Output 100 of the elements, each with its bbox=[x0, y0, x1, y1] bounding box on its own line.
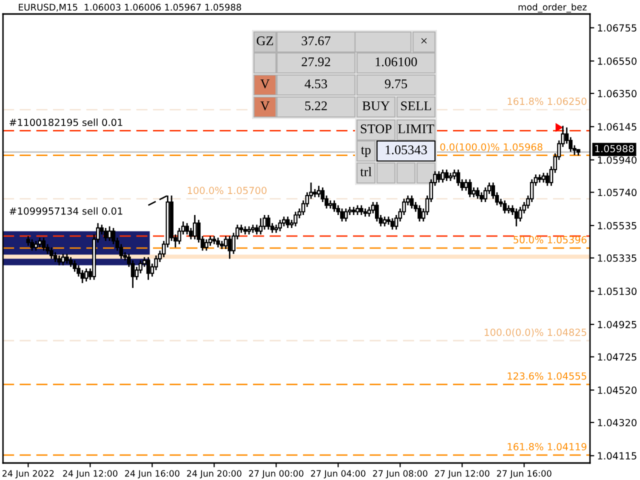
candlestick bbox=[456, 168, 460, 187]
x-tick-label: 27 Jun 16:00 bbox=[496, 470, 552, 478]
candlestick bbox=[108, 226, 112, 242]
candlestick bbox=[316, 185, 321, 198]
annotation: 1.05343 bbox=[386, 145, 427, 154]
candlestick bbox=[50, 246, 54, 260]
candlestick bbox=[254, 224, 259, 236]
text: mod_order_bez bbox=[518, 4, 587, 12]
y-tick-label: 1.04320 bbox=[598, 418, 637, 426]
candlestick bbox=[228, 235, 232, 260]
y-tick-label: 1.05740 bbox=[598, 188, 637, 196]
candlestick bbox=[146, 256, 150, 281]
candlestick bbox=[258, 218, 263, 236]
ref-line-label: 50.0% 1.05396 bbox=[514, 236, 586, 244]
ref-line-label: 0.0(100.0)% 1.05968 bbox=[440, 143, 542, 152]
candlestick bbox=[216, 236, 220, 248]
y-tick-label: 1.04925 bbox=[598, 320, 636, 328]
annotation: BUY bbox=[362, 102, 390, 110]
y-tick-label: 1.05335 bbox=[598, 254, 636, 262]
x-tick-label: 27 Jun 12:00 bbox=[434, 470, 490, 478]
candlestick bbox=[374, 201, 379, 222]
annotation: LIMIT bbox=[398, 124, 434, 134]
annotation: 37.67 bbox=[302, 36, 330, 46]
ref-line-label: #1099957134 sell 0.01 bbox=[10, 207, 122, 215]
candlestick bbox=[282, 216, 286, 228]
candlestick bbox=[34, 240, 38, 252]
candlestick bbox=[359, 204, 364, 216]
candlestick bbox=[367, 206, 372, 218]
candlestick bbox=[80, 269, 84, 284]
candlestick bbox=[192, 214, 197, 240]
x-tick-label: 27 Jun 04:00 bbox=[311, 470, 366, 478]
candlestick bbox=[483, 186, 488, 203]
candlestick bbox=[464, 178, 468, 192]
candlestick bbox=[382, 216, 387, 228]
candlestick bbox=[476, 186, 480, 200]
annotation: V bbox=[260, 102, 270, 110]
annotation: 9.75 bbox=[384, 79, 408, 88]
x-tick-label: 27 Jun 00:00 bbox=[249, 470, 304, 478]
ref-line-label: 161.8% 1.06250 bbox=[508, 98, 586, 105]
candlestick bbox=[185, 222, 189, 236]
candlestick bbox=[53, 252, 58, 263]
candlestick bbox=[518, 206, 522, 222]
annotation: × bbox=[421, 38, 427, 44]
annotation: STOP bbox=[360, 124, 392, 134]
y-tick-label: 1.05130 bbox=[598, 288, 637, 296]
annotation: trl bbox=[360, 167, 372, 176]
candlestick bbox=[224, 235, 228, 250]
ref-line-label: 100.0% 1.05700 bbox=[188, 186, 267, 194]
candlestick bbox=[356, 204, 360, 216]
candlestick bbox=[444, 168, 449, 182]
candlestick bbox=[390, 218, 394, 230]
candlestick bbox=[468, 178, 472, 198]
candlestick bbox=[68, 256, 73, 268]
annotation: 5.22 bbox=[305, 101, 327, 110]
annotation: 1.06100 bbox=[376, 57, 417, 66]
ref-line-label: #1100182195 sell 0.01 bbox=[10, 118, 122, 126]
annotation: tp bbox=[361, 146, 371, 157]
x-tick-label: 24 Jun 2022 bbox=[2, 470, 54, 478]
candlestick bbox=[344, 208, 348, 222]
y-tick-label: 1.04725 bbox=[598, 353, 636, 361]
candlestick bbox=[262, 214, 266, 230]
y-tick-label: 1.06550 bbox=[598, 57, 637, 65]
candlestick bbox=[452, 168, 456, 180]
candlestick bbox=[436, 170, 441, 184]
candlestick bbox=[38, 236, 42, 248]
candlestick bbox=[332, 200, 336, 212]
candlestick bbox=[440, 168, 445, 184]
candlestick bbox=[480, 192, 484, 203]
candlestick bbox=[30, 238, 34, 252]
x-tick-label: 27 Jun 08:00 bbox=[372, 470, 428, 478]
y-tick-label: 1.05940 bbox=[598, 156, 637, 164]
candlestick bbox=[104, 227, 108, 242]
annotation: V bbox=[260, 80, 270, 88]
y-tick-label: 1.04115 bbox=[598, 452, 636, 460]
candlestick bbox=[72, 260, 77, 272]
candlestick bbox=[208, 235, 212, 246]
candlestick bbox=[294, 211, 298, 228]
annotation: GZ bbox=[256, 36, 274, 46]
candlestick bbox=[61, 253, 65, 266]
candlestick bbox=[542, 172, 546, 184]
annotation: 4.53 bbox=[304, 79, 328, 88]
ref-line-label: 123.6% 1.04555 bbox=[508, 372, 586, 380]
chart-title: EURUSD,M15 1.06003 1.06006 1.05967 1.05988 bbox=[18, 4, 242, 12]
y-tick-label: 1.04520 bbox=[598, 386, 637, 394]
candlestick bbox=[502, 200, 507, 214]
x-tick-label: 24 Jun 16:00 bbox=[125, 470, 180, 478]
y-tick-label: 1.06755 bbox=[598, 24, 636, 32]
candlestick bbox=[84, 268, 88, 282]
ref-line-label: 1.05988 bbox=[595, 144, 634, 152]
candlestick bbox=[340, 208, 344, 222]
candlestick bbox=[410, 194, 414, 210]
candlestick bbox=[266, 214, 270, 230]
y-tick-label: 1.06145 bbox=[598, 123, 636, 130]
annotation: 27.92 bbox=[302, 57, 330, 66]
annotation: SELL bbox=[401, 101, 431, 110]
candlestick bbox=[57, 254, 62, 266]
ref-line-label: 100.0(0.0)% 1.04825 bbox=[484, 328, 586, 338]
x-tick-label: 24 Jun 12:00 bbox=[63, 470, 118, 478]
candlestick bbox=[286, 216, 290, 229]
candlestick bbox=[418, 204, 422, 222]
